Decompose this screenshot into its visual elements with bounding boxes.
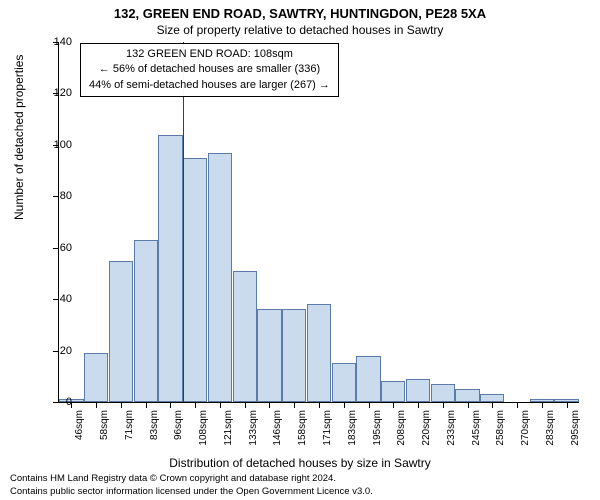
- y-tick: [53, 351, 59, 352]
- y-axis-label: Number of detached properties: [12, 55, 26, 220]
- y-tick-label: 0: [66, 396, 72, 408]
- histogram-bar: [208, 153, 232, 402]
- y-tick: [53, 196, 59, 197]
- x-tick: [443, 402, 444, 408]
- x-tick: [517, 402, 518, 408]
- y-tick-label: 20: [60, 345, 72, 357]
- x-tick: [269, 402, 270, 408]
- x-tick-label: 46sqm: [74, 410, 85, 440]
- x-tick-label: 208sqm: [396, 410, 407, 446]
- y-tick-label: 60: [60, 242, 72, 254]
- x-tick: [146, 402, 147, 408]
- histogram-bar: [158, 135, 182, 402]
- x-tick-label: 171sqm: [322, 410, 333, 446]
- x-tick: [170, 402, 171, 408]
- histogram-bar: [307, 304, 331, 402]
- x-tick: [195, 402, 196, 408]
- x-tick: [393, 402, 394, 408]
- x-tick-label: 146sqm: [272, 410, 283, 446]
- x-tick: [96, 402, 97, 408]
- x-tick-label: 270sqm: [520, 410, 531, 446]
- histogram-bar: [356, 356, 380, 402]
- chart-container: 132, GREEN END ROAD, SAWTRY, HUNTINGDON,…: [0, 0, 600, 500]
- histogram-bar: [431, 384, 455, 402]
- histogram-bar: [84, 353, 108, 402]
- x-tick-label: 220sqm: [421, 410, 432, 446]
- footer-line-2: Contains public sector information licen…: [10, 486, 373, 498]
- x-tick: [542, 402, 543, 408]
- chart-title: 132, GREEN END ROAD, SAWTRY, HUNTINGDON,…: [0, 0, 600, 21]
- x-tick-label: 133sqm: [248, 410, 259, 446]
- x-tick-label: 295sqm: [570, 410, 581, 446]
- histogram-bar: [109, 261, 133, 402]
- histogram-bar: [183, 158, 207, 402]
- x-tick: [294, 402, 295, 408]
- x-tick: [220, 402, 221, 408]
- x-tick-label: 183sqm: [347, 410, 358, 446]
- x-tick: [468, 402, 469, 408]
- x-tick: [369, 402, 370, 408]
- x-tick-label: 71sqm: [124, 410, 135, 440]
- histogram-bar: [480, 394, 504, 402]
- info-line-1: 132 GREEN END ROAD: 108sqm: [89, 47, 330, 62]
- x-tick-label: 108sqm: [198, 410, 209, 446]
- x-tick: [567, 402, 568, 408]
- histogram-bar: [406, 379, 430, 402]
- x-tick: [121, 402, 122, 408]
- y-tick: [53, 402, 59, 403]
- y-tick: [53, 248, 59, 249]
- y-tick-label: 140: [54, 36, 72, 48]
- footer-attribution: Contains HM Land Registry data © Crown c…: [10, 473, 373, 498]
- y-tick-label: 100: [54, 139, 72, 151]
- histogram-bar: [257, 309, 281, 402]
- x-tick-label: 195sqm: [372, 410, 383, 446]
- x-tick-label: 83sqm: [149, 410, 160, 440]
- histogram-bar: [282, 309, 306, 402]
- info-line-3: 44% of semi-detached houses are larger (…: [89, 78, 330, 93]
- y-tick: [53, 299, 59, 300]
- histogram-bar: [381, 381, 405, 402]
- histogram-bar: [134, 240, 158, 402]
- x-tick-label: 245sqm: [471, 410, 482, 446]
- histogram-bar: [332, 363, 356, 402]
- x-tick: [319, 402, 320, 408]
- x-tick-label: 58sqm: [99, 410, 110, 440]
- chart-subtitle: Size of property relative to detached ho…: [0, 21, 600, 37]
- info-line-2: ← 56% of detached houses are smaller (33…: [89, 62, 330, 77]
- x-tick-label: 158sqm: [297, 410, 308, 446]
- y-tick-label: 120: [54, 87, 72, 99]
- histogram-bar: [233, 271, 257, 402]
- histogram-bar: [455, 389, 479, 402]
- info-box: 132 GREEN END ROAD: 108sqm ← 56% of deta…: [80, 43, 339, 97]
- x-tick: [418, 402, 419, 408]
- x-tick: [492, 402, 493, 408]
- x-tick-label: 258sqm: [495, 410, 506, 446]
- x-tick-label: 233sqm: [446, 410, 457, 446]
- x-tick: [245, 402, 246, 408]
- x-axis-label: Distribution of detached houses by size …: [0, 456, 600, 470]
- x-tick-label: 121sqm: [223, 410, 234, 446]
- x-tick-label: 96sqm: [173, 410, 184, 440]
- footer-line-1: Contains HM Land Registry data © Crown c…: [10, 473, 373, 485]
- y-tick-label: 40: [60, 293, 72, 305]
- x-tick: [344, 402, 345, 408]
- x-tick-label: 283sqm: [545, 410, 556, 446]
- y-tick-label: 80: [60, 190, 72, 202]
